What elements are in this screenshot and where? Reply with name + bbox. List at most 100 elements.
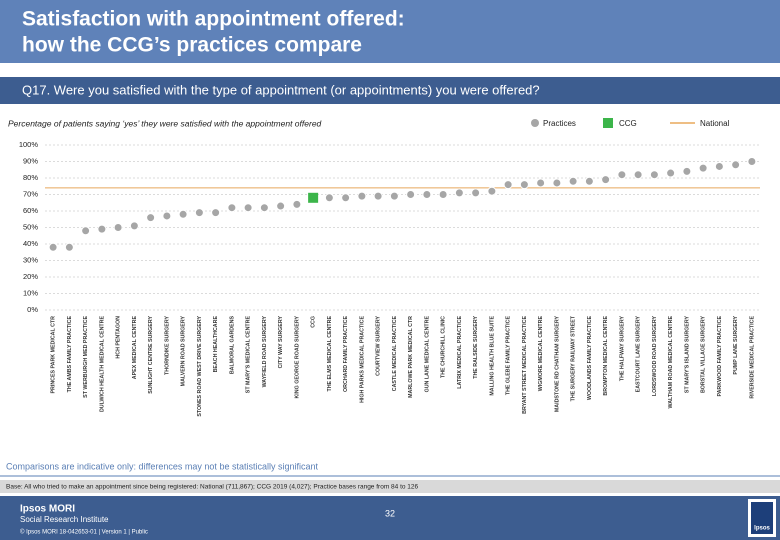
x-tick-label: THORNDIKE SURGERY: [164, 316, 170, 375]
x-tick-label: BORSTAL VILLAGE SURGERY: [701, 316, 707, 393]
x-tick-label: PUMP LANE SURGERY: [733, 316, 739, 375]
logo-inner: [751, 502, 773, 534]
practice-dot: [503, 180, 513, 190]
x-tick-label: CASTLE MEDICAL PRACTICE: [392, 316, 398, 392]
legend-label: CCG: [619, 119, 637, 128]
legend-swatch: [603, 118, 613, 128]
ccg-marker: [308, 192, 319, 203]
x-tick-label: ST MARY'S ISLAND SURGERY: [684, 316, 690, 394]
practice-dot: [64, 242, 74, 252]
page-number: 32: [385, 508, 395, 518]
y-tick-label: 60%: [23, 206, 38, 215]
practice-dot: [682, 166, 692, 176]
y-tick-label: 40%: [23, 239, 38, 248]
practice-dot: [373, 191, 383, 201]
x-tick-label: WALTHAM ROAD MEDICAL CENTRE: [668, 316, 674, 409]
y-tick-label: 50%: [23, 222, 38, 231]
practice-dot: [259, 203, 269, 213]
practice-dot: [666, 168, 676, 178]
brand: Ipsos MORI: [20, 504, 75, 515]
x-tick-label: WAYFIELD ROAD SURGERY: [262, 316, 268, 388]
x-tick-label: APEX MEDICAL CENTRE: [132, 316, 138, 380]
practice-dot: [292, 199, 302, 209]
practice-dot: [731, 160, 741, 170]
practice-dot: [519, 180, 529, 190]
x-tick-label: RIVERSIDE MEDICAL PRACTICE: [749, 316, 755, 399]
x-tick-label: LATRIX MEDICAL PRACTICE: [457, 316, 463, 389]
subtitle: Percentage of patients saying ‘yes’ they…: [8, 118, 322, 128]
practice-dot: [81, 226, 91, 236]
practice-dot: [714, 161, 724, 171]
practice-dot: [698, 163, 708, 173]
practice-dot: [48, 242, 58, 252]
brand-sub: Social Research Institute: [20, 515, 109, 524]
practice-dot: [471, 188, 481, 198]
header-band: [0, 0, 780, 63]
x-tick-label: EASTCOURT LANE SURGERY: [636, 316, 642, 393]
practice-dot: [633, 170, 643, 180]
practice-dot: [113, 223, 123, 232]
practice-dot: [568, 176, 578, 186]
practice-dot: [422, 190, 432, 199]
x-tick-label: WOODLANDS FAMILY PRACTICE: [587, 316, 593, 401]
practice-dot: [747, 157, 757, 166]
practice-dot: [97, 224, 107, 234]
y-tick-label: 80%: [23, 173, 38, 182]
x-tick-label: DULWICH HEALTH MEDICAL CENTRE: [99, 316, 105, 412]
x-tick-label: ST WERBURGH MED PRACTICE: [83, 316, 89, 398]
practice-dot: [487, 186, 497, 196]
y-tick-label: 100%: [19, 140, 39, 149]
x-tick-label: SUNLIGHT CENTRE SURGERY: [148, 316, 154, 394]
y-tick-label: 10%: [23, 288, 38, 297]
practice-dot: [357, 191, 367, 201]
legend: Practices CCG National: [531, 118, 730, 128]
practice-dot: [162, 211, 172, 221]
legend-swatch: [531, 119, 539, 127]
practice-dot: [129, 221, 139, 231]
practice-dot: [243, 203, 253, 213]
practice-dot: [601, 175, 611, 185]
x-tick-label: THE ELMS MEDICAL CENTRE: [327, 316, 333, 392]
note: Comparisons are indicative only: differe…: [6, 461, 318, 471]
practice-dot: [406, 190, 416, 199]
copyright: © Ipsos MORI 18-042653-01 | Version 1 | …: [20, 529, 148, 536]
question-band: [0, 77, 780, 104]
legend-label: National: [700, 119, 730, 128]
practice-dot: [584, 176, 594, 186]
x-tick-label: BEACH HEALTHCARE: [213, 316, 219, 373]
x-tick-label: CITY WAY SURGERY: [278, 316, 284, 369]
y-tick-label: 20%: [23, 272, 38, 281]
x-tick-label: PRINCES PARK MEDICAL CTR: [51, 316, 57, 394]
practice-dot: [194, 208, 204, 218]
x-tick-label: ORCHARD FAMILY PRACTICE: [343, 316, 349, 392]
x-tick-label: BROMPTON MEDICAL CENTRE: [603, 316, 609, 396]
practice-dot: [146, 213, 156, 223]
x-tick-label: COURTVIEW SURGERY: [376, 316, 382, 376]
x-tick-label: BALMORAL GARDENS: [229, 316, 235, 375]
practice-dot: [536, 178, 546, 188]
practice-dot: [438, 190, 448, 199]
x-tick-label: MALVERN ROAD SURGERY: [181, 316, 187, 387]
x-tick-label: THE CHURCHILL CLINIC: [441, 316, 447, 378]
practice-dot: [178, 209, 188, 219]
logo: Ipsos: [754, 526, 770, 532]
x-tick-label: PARKWOOD FAMILY PRACTICE: [717, 316, 723, 397]
x-tick-label: ST MARY'S MEDICAL CENTRE: [246, 316, 252, 394]
x-tick-label: BRYANT STREET MEDICAL PRACTICE: [522, 316, 528, 414]
x-tick-label: HIGH PARKS MEDICAL PRACTICE: [359, 316, 365, 403]
practice-dot: [649, 170, 659, 180]
y-tick-label: 90%: [23, 156, 38, 165]
practice-dot: [211, 208, 221, 218]
x-tick-label: WIGMORE MEDICAL CENTRE: [538, 316, 544, 392]
practice-dot: [341, 193, 351, 203]
practice-dot: [227, 203, 237, 213]
legend-label: Practices: [543, 119, 576, 128]
practice-dot: [324, 193, 334, 203]
base-band: [0, 480, 780, 493]
y-tick-label: 70%: [23, 189, 38, 198]
footer-band: [0, 496, 780, 540]
x-tick-label: STONES ROAD WEST DRIVE SURGERY: [197, 316, 203, 417]
plot: 0% 10% 20% 30% 40% 50% 60% 70% 80% 90% 100% PRINCES…: [19, 140, 760, 417]
